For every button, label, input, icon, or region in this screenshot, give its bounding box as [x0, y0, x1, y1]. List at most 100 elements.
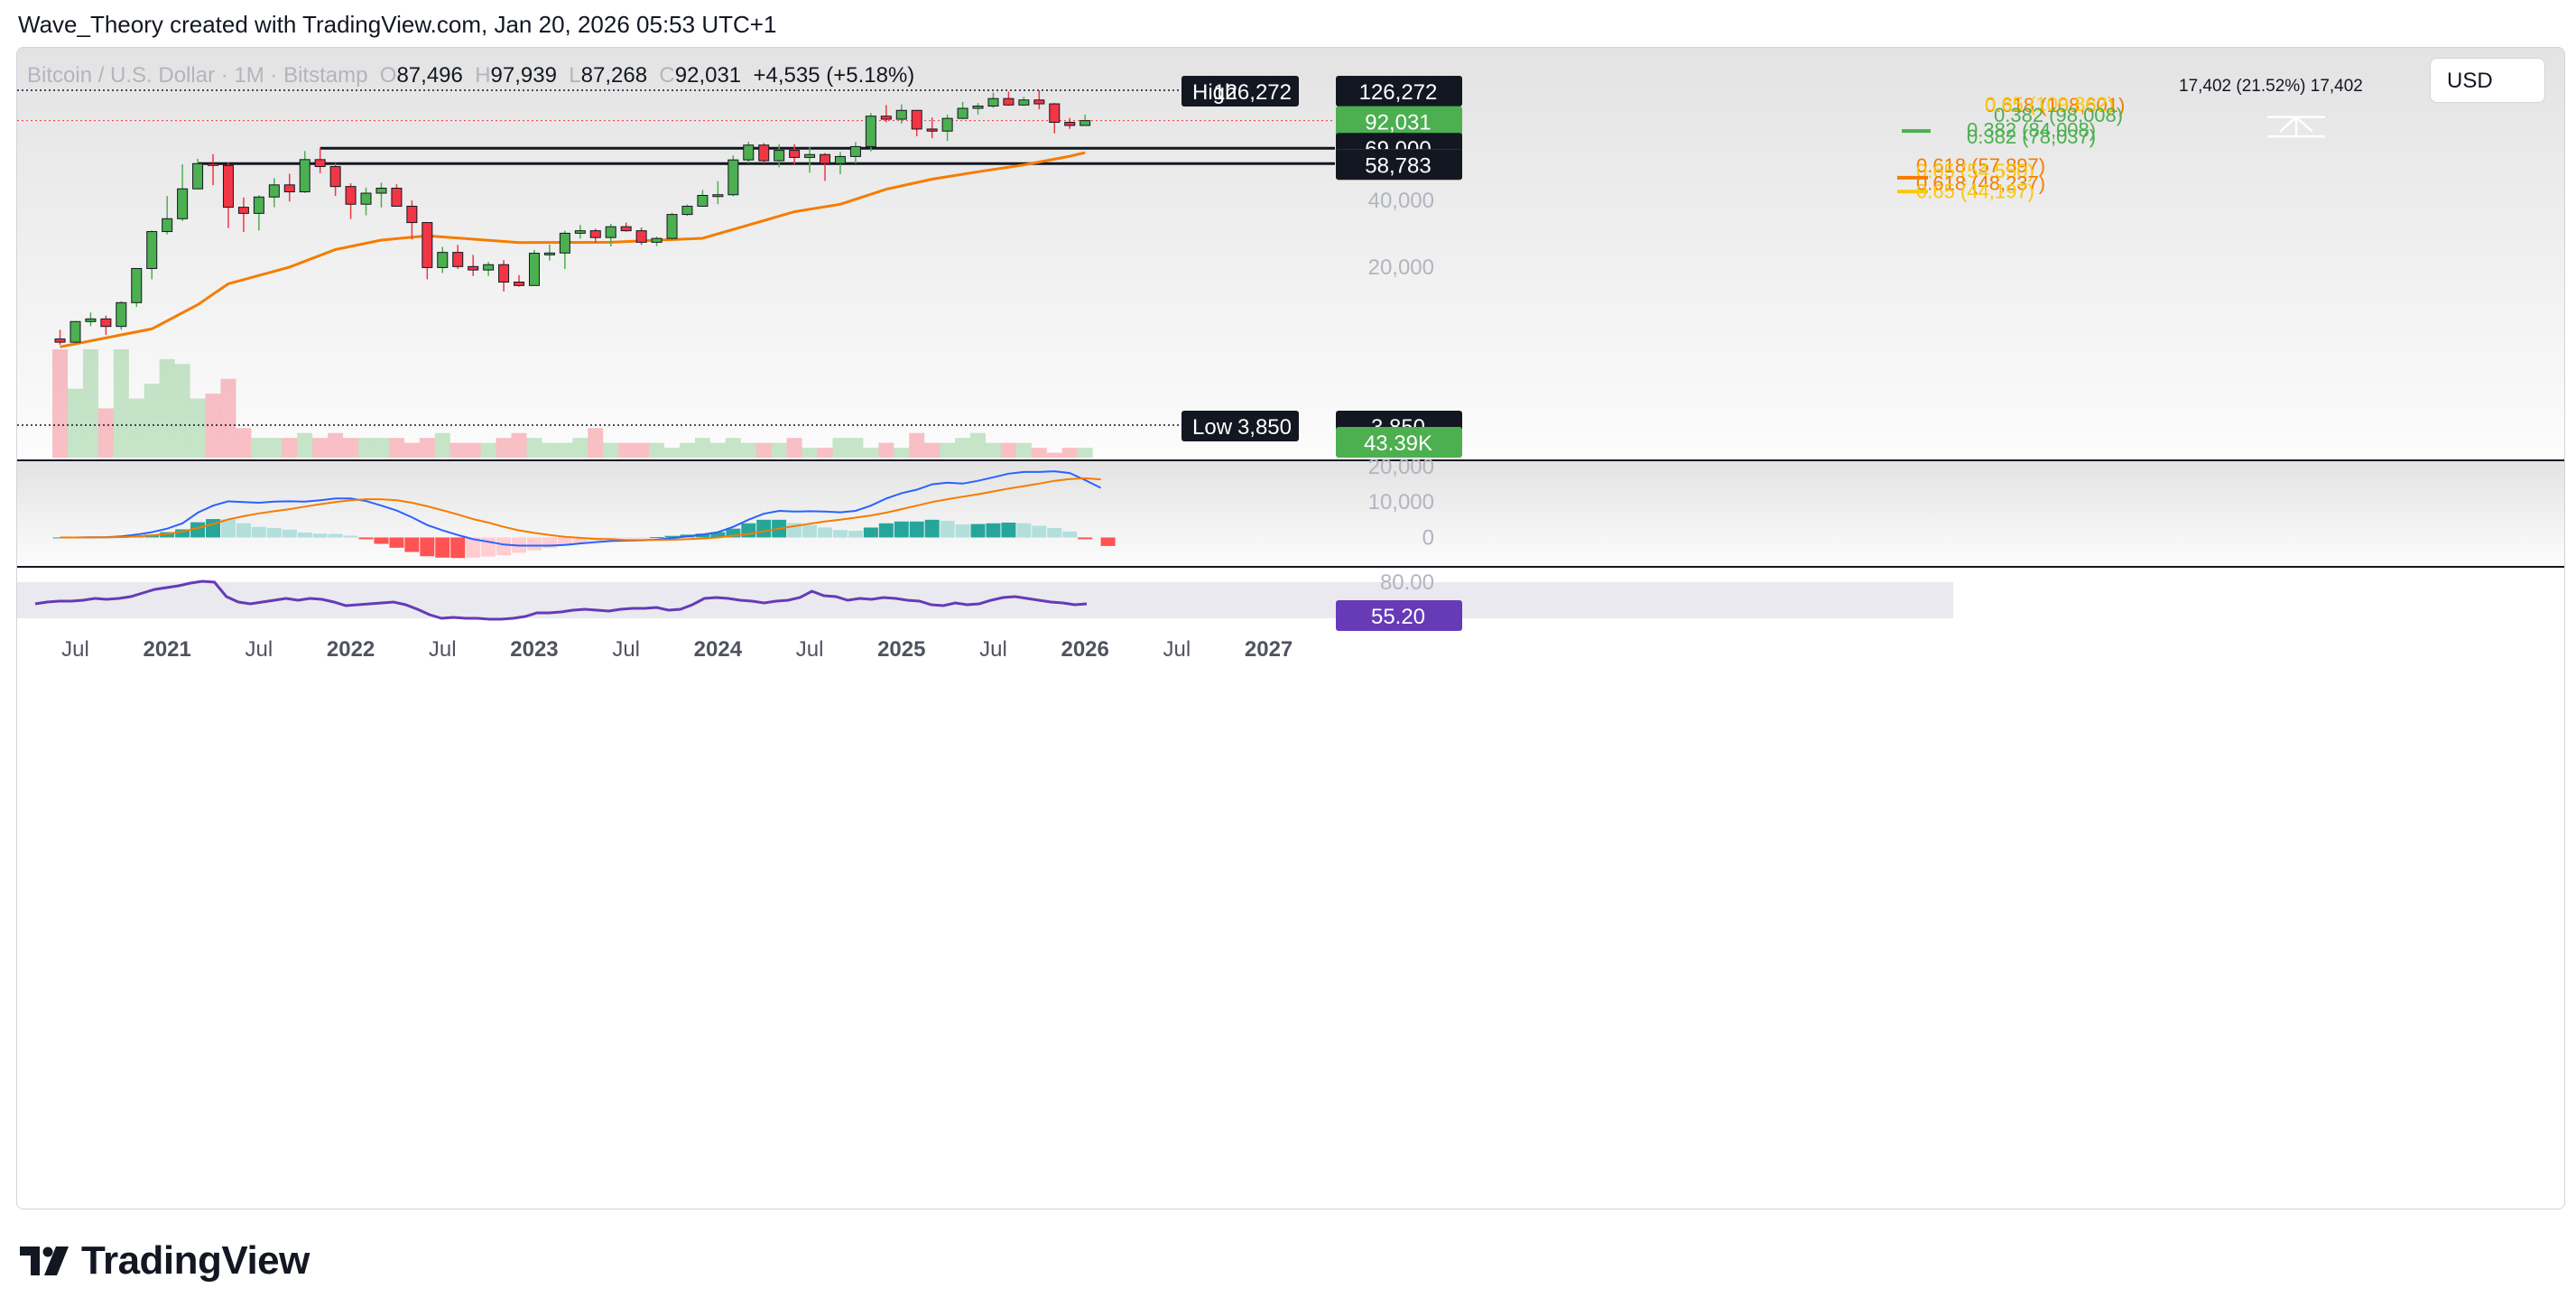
rsi-band [17, 582, 1953, 618]
legend-close-value: 92,031 [674, 63, 742, 88]
rsi-tag-box [1336, 600, 1462, 631]
volume-bar [664, 448, 681, 458]
macd-histogram-bar [312, 533, 328, 538]
candle-body [987, 97, 999, 107]
macd-axis-tick: 0 [1422, 525, 1434, 550]
candle-body [972, 106, 984, 109]
macd-histogram-bar [450, 537, 466, 559]
chart-canvas[interactable]: 0.618 (108,601)0.65 (109,862)0.382 (98,0… [17, 48, 2564, 1209]
candle-body [880, 116, 892, 120]
candle-body [681, 205, 693, 216]
currency-button[interactable]: USD [2430, 58, 2545, 103]
volume-bar [128, 398, 144, 458]
macd-histogram-bar [1047, 527, 1062, 538]
time-axis-label: 2021 [143, 637, 190, 662]
volume-bar [97, 408, 114, 458]
volume-bar [449, 442, 466, 458]
symbol-legend: Bitcoin / U.S. Dollar · 1M · Bitstamp O8… [27, 63, 914, 88]
volume-bar [649, 442, 665, 458]
volume-bar [786, 438, 802, 458]
volume-bar [1031, 448, 1047, 458]
macd-histogram-bar [863, 527, 878, 538]
candle-body [452, 252, 464, 267]
price-axis-tick: 20,000 [1368, 255, 1434, 280]
high-axis-tag-box [1336, 76, 1462, 107]
macd-signal-line [60, 477, 1101, 542]
volume-bar [924, 442, 941, 458]
candle-body [559, 232, 570, 254]
volume-bar [1077, 448, 1093, 458]
low-label-text: Low [1192, 415, 1233, 440]
high-label-box [1181, 76, 1299, 107]
legend-close-label: C [659, 63, 675, 88]
fib-label: 0.618 (108,601) [1985, 94, 2125, 116]
candle-body [514, 282, 525, 286]
volume-bar [388, 438, 404, 458]
legend-change: +4,535 (+5.18%) [753, 63, 915, 88]
candle-body [1080, 120, 1091, 126]
candle-body [804, 153, 816, 158]
macd-histogram-bar [970, 524, 986, 538]
legend-low-label: L [569, 63, 581, 88]
volume-bar [144, 384, 160, 458]
volume-bar [403, 442, 420, 458]
volume-bar [970, 432, 987, 458]
macd-histogram-bar [710, 532, 726, 538]
candle-body [620, 226, 632, 232]
fib-label: 0.65 (54,550) [1916, 160, 2034, 182]
tradingview-logo[interactable]: TradingView [20, 1238, 310, 1284]
candle-body [85, 318, 97, 322]
candle-body [468, 265, 479, 271]
candle-body [237, 207, 249, 214]
volume-bar [955, 438, 971, 458]
time-axis-label: 2026 [1061, 637, 1108, 662]
price-pane-background [17, 48, 2564, 459]
time-axis-label: 2023 [510, 637, 558, 662]
candle-body [1064, 122, 1076, 126]
macd-axis-tick: 20,000 [1368, 455, 1434, 479]
volume-bar [434, 432, 450, 458]
macd-histogram-bar [924, 519, 940, 538]
candle-body [651, 237, 663, 243]
macd-histogram-bar [496, 537, 512, 556]
candle-body [1018, 99, 1030, 106]
volume-tag-box [1336, 427, 1462, 458]
macd-line [60, 470, 1102, 547]
legend-low-value: 87,268 [580, 63, 648, 88]
time-axis-label: Jul [429, 637, 457, 662]
macd-histogram-bar [328, 533, 343, 538]
tradingview-wordmark: TradingView [81, 1238, 310, 1283]
volume-bar [817, 448, 833, 458]
chart-caption: Wave_Theory created with TradingView.com… [18, 11, 777, 38]
macd-histogram-bar [1100, 537, 1116, 546]
volume-bar [603, 442, 619, 458]
macd-histogram-bar [832, 530, 848, 538]
candle-body [406, 205, 418, 224]
macd-histogram-bar [466, 537, 481, 558]
time-axis-label: Jul [612, 637, 640, 662]
rsi-line [34, 579, 1088, 621]
volume-bar [694, 438, 710, 458]
rsi-tag-text: 55.20 [1371, 605, 1425, 629]
candle-body [391, 187, 403, 207]
candle-body [283, 184, 295, 193]
volume-bar [863, 448, 879, 458]
macd-histogram-bar [175, 529, 190, 538]
macd-histogram-bar [618, 537, 634, 539]
candle-body [528, 253, 540, 286]
volume-bar [526, 438, 542, 458]
volume-bar [618, 442, 635, 458]
legend-open-value: 87,496 [396, 63, 463, 88]
volume-bar [465, 442, 481, 458]
volume-bar [496, 438, 512, 458]
fib-label: 0.65 (44,197) [1916, 181, 2034, 203]
volume-bar [588, 428, 604, 458]
candle-body [329, 166, 341, 188]
candle-body [345, 186, 357, 205]
macd-histogram-bar [1032, 525, 1047, 538]
candle-body [54, 338, 66, 343]
macd-histogram-bar [756, 519, 772, 538]
price-axis-tick: 40,000 [1368, 189, 1434, 213]
volume-bar [909, 432, 925, 458]
macd-histogram-bar [1062, 531, 1078, 538]
